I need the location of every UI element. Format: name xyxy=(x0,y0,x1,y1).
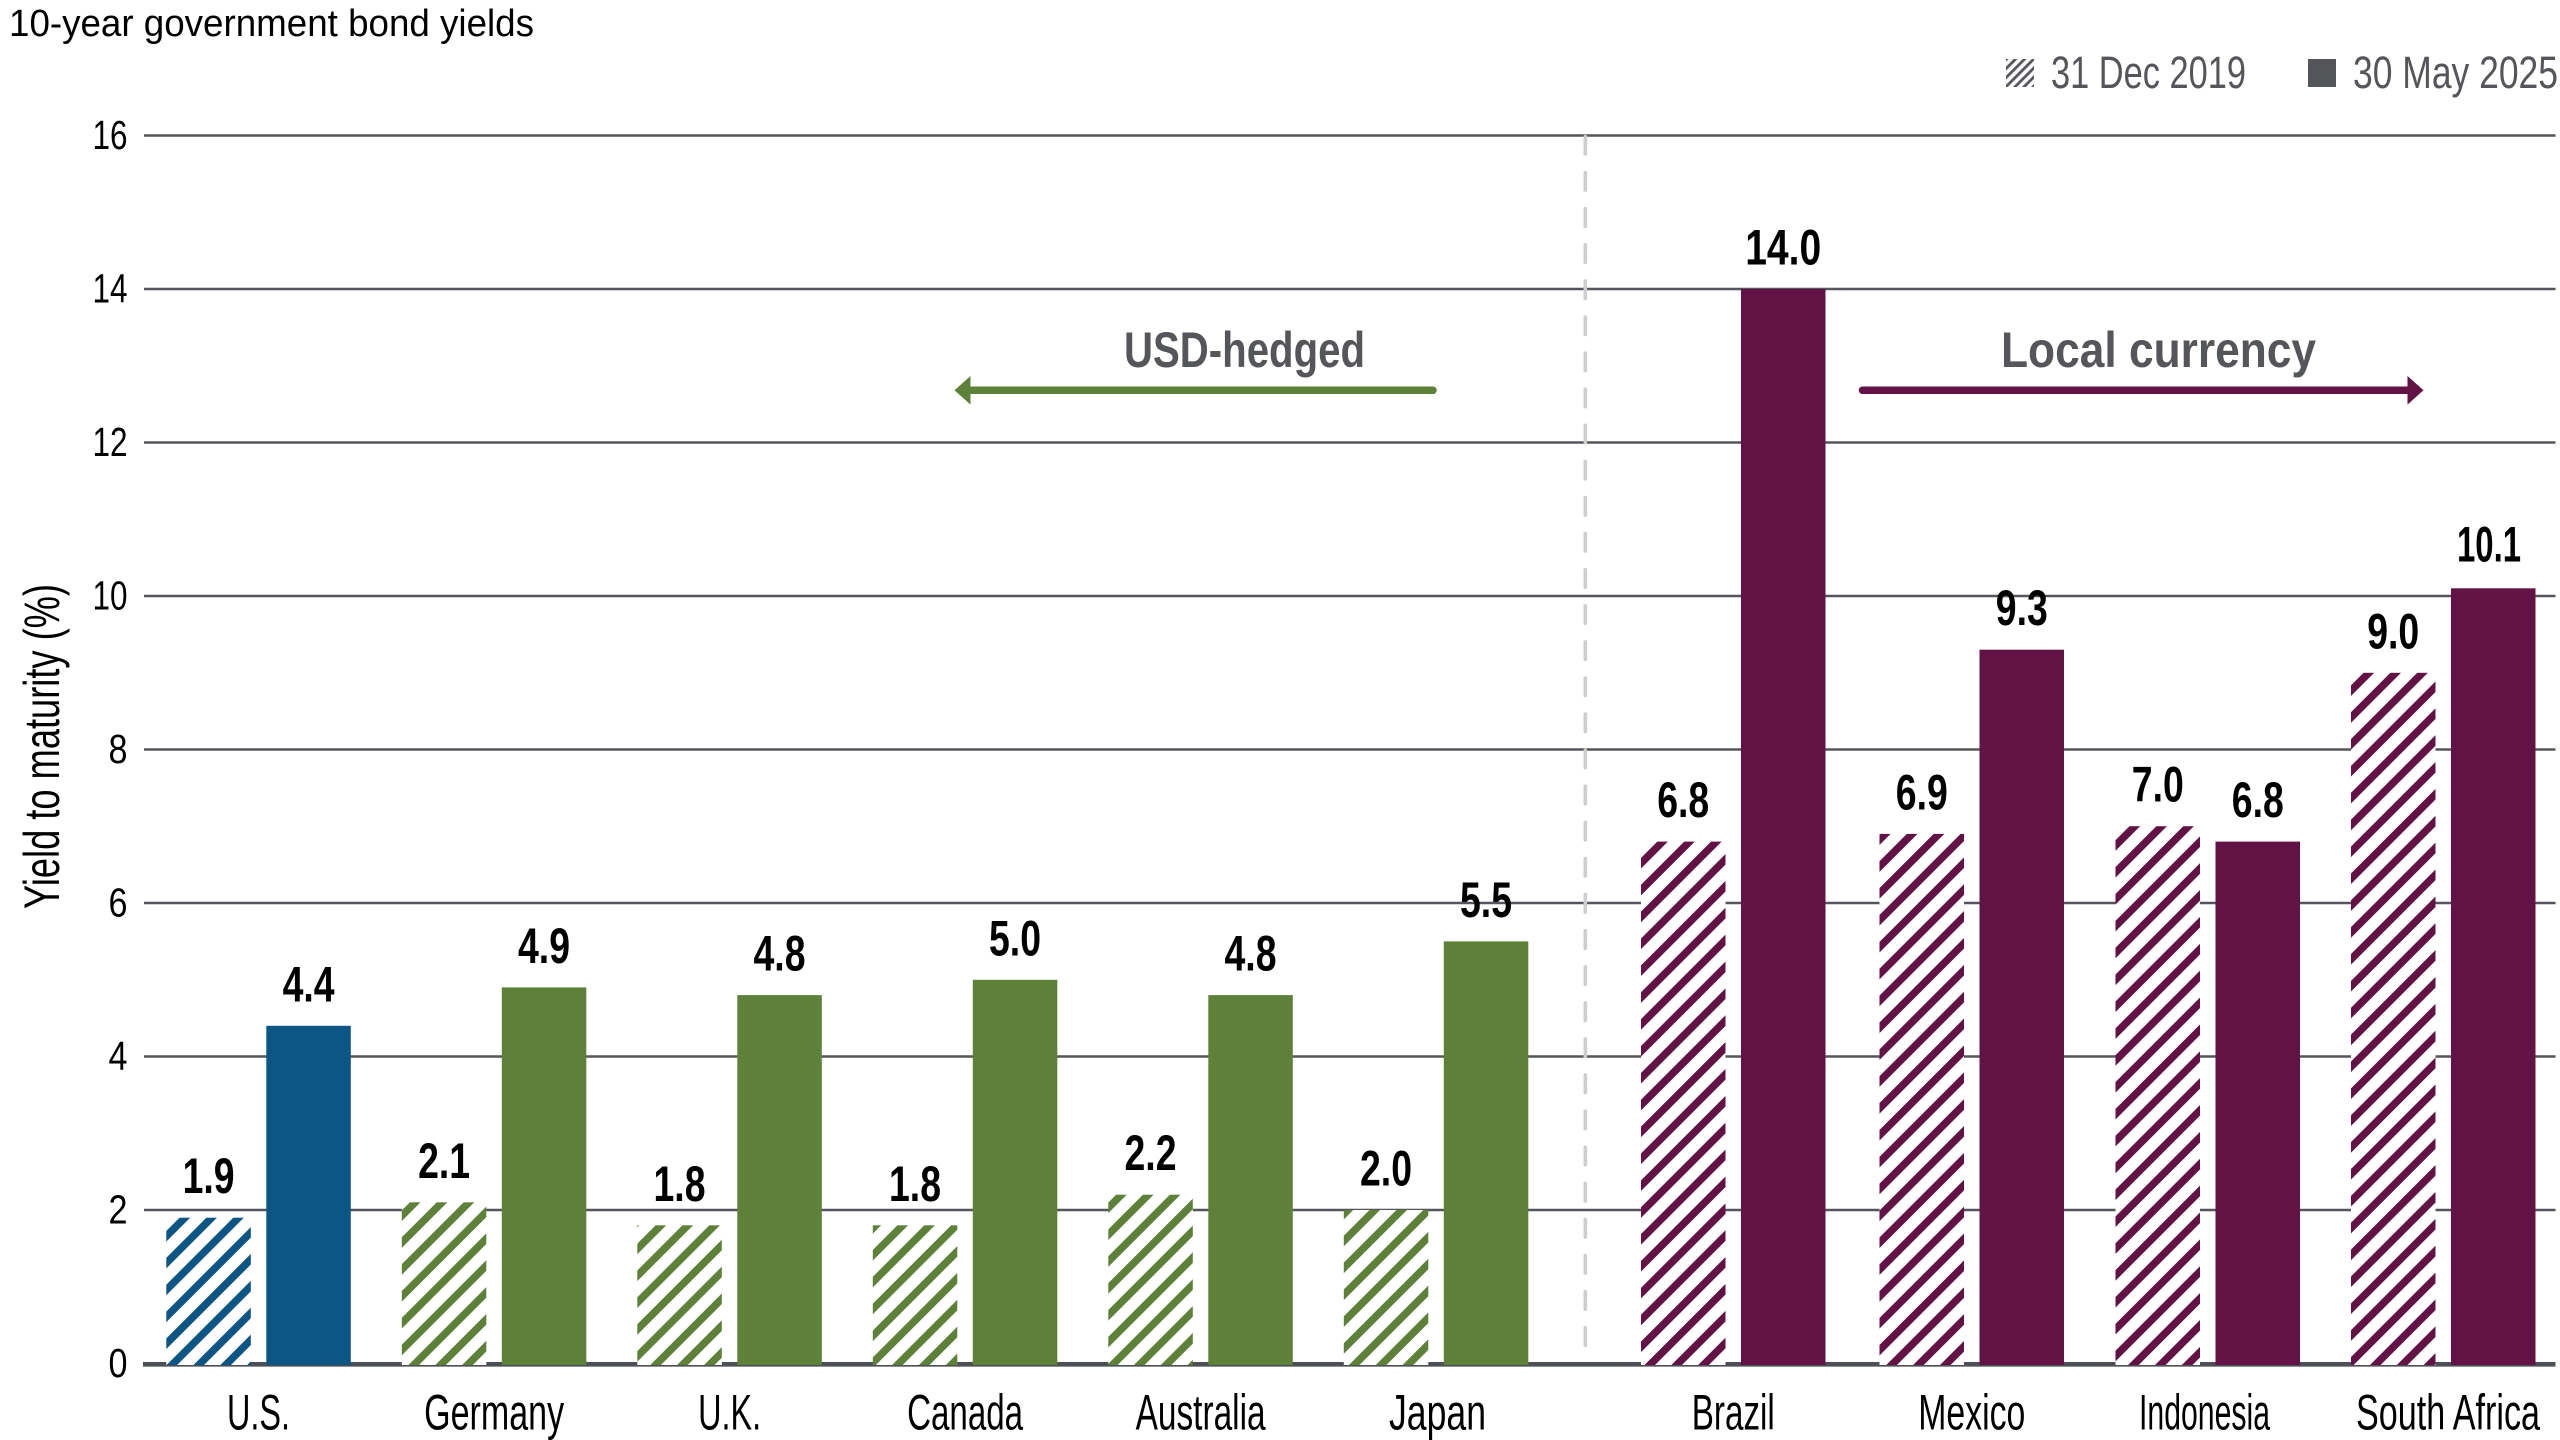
svg-text:0: 0 xyxy=(109,1340,128,1386)
svg-text:12: 12 xyxy=(93,419,128,465)
svg-text:5.5: 5.5 xyxy=(1460,872,1512,928)
svg-text:1.8: 1.8 xyxy=(654,1156,706,1212)
svg-text:Japan: Japan xyxy=(1389,1385,1486,1440)
svg-text:6.9: 6.9 xyxy=(1896,764,1948,820)
svg-text:5.0: 5.0 xyxy=(989,910,1041,966)
svg-text:6: 6 xyxy=(109,879,128,925)
svg-text:7.0: 7.0 xyxy=(2132,757,2184,813)
svg-text:4.9: 4.9 xyxy=(518,918,570,974)
svg-text:Local currency: Local currency xyxy=(2001,322,2316,378)
svg-text:14: 14 xyxy=(93,265,128,311)
svg-text:Brazil: Brazil xyxy=(1692,1385,1775,1440)
svg-text:Germany: Germany xyxy=(424,1385,564,1440)
svg-text:Australia: Australia xyxy=(1136,1385,1266,1440)
svg-text:4.8: 4.8 xyxy=(1225,926,1277,982)
svg-text:1.9: 1.9 xyxy=(183,1148,235,1204)
svg-text:U.S.: U.S. xyxy=(227,1385,290,1440)
svg-text:2.0: 2.0 xyxy=(1360,1141,1412,1197)
svg-text:9.3: 9.3 xyxy=(1996,580,2048,636)
svg-text:U.K.: U.K. xyxy=(698,1385,761,1440)
svg-text:USD-hedged: USD-hedged xyxy=(1124,322,1365,378)
svg-text:Canada: Canada xyxy=(907,1385,1023,1440)
svg-text:14.0: 14.0 xyxy=(1745,220,1821,276)
svg-text:Mexico: Mexico xyxy=(1918,1385,2025,1440)
svg-text:10: 10 xyxy=(93,572,128,618)
svg-text:South Africa: South Africa xyxy=(2356,1385,2540,1440)
svg-text:2.1: 2.1 xyxy=(418,1133,470,1189)
svg-text:6.8: 6.8 xyxy=(1657,772,1709,828)
svg-text:30 May 2025: 30 May 2025 xyxy=(2353,47,2558,98)
svg-text:2: 2 xyxy=(109,1186,128,1232)
svg-text:9.0: 9.0 xyxy=(2367,603,2419,659)
svg-text:4: 4 xyxy=(109,1033,128,1079)
svg-text:10.1: 10.1 xyxy=(2457,517,2521,573)
svg-text:4.8: 4.8 xyxy=(754,926,806,982)
svg-text:10-year government bond yields: 10-year government bond yields xyxy=(9,3,534,45)
svg-text:6.8: 6.8 xyxy=(2232,772,2284,828)
svg-text:16: 16 xyxy=(93,112,128,158)
svg-text:8: 8 xyxy=(109,726,128,772)
svg-text:4.4: 4.4 xyxy=(283,956,335,1012)
svg-text:1.8: 1.8 xyxy=(889,1156,941,1212)
svg-text:Yield to maturity (%): Yield to maturity (%) xyxy=(14,584,70,909)
svg-text:31 Dec 2019: 31 Dec 2019 xyxy=(2051,47,2246,98)
svg-text:2.2: 2.2 xyxy=(1125,1125,1177,1181)
svg-text:Indonesia: Indonesia xyxy=(2139,1385,2270,1440)
